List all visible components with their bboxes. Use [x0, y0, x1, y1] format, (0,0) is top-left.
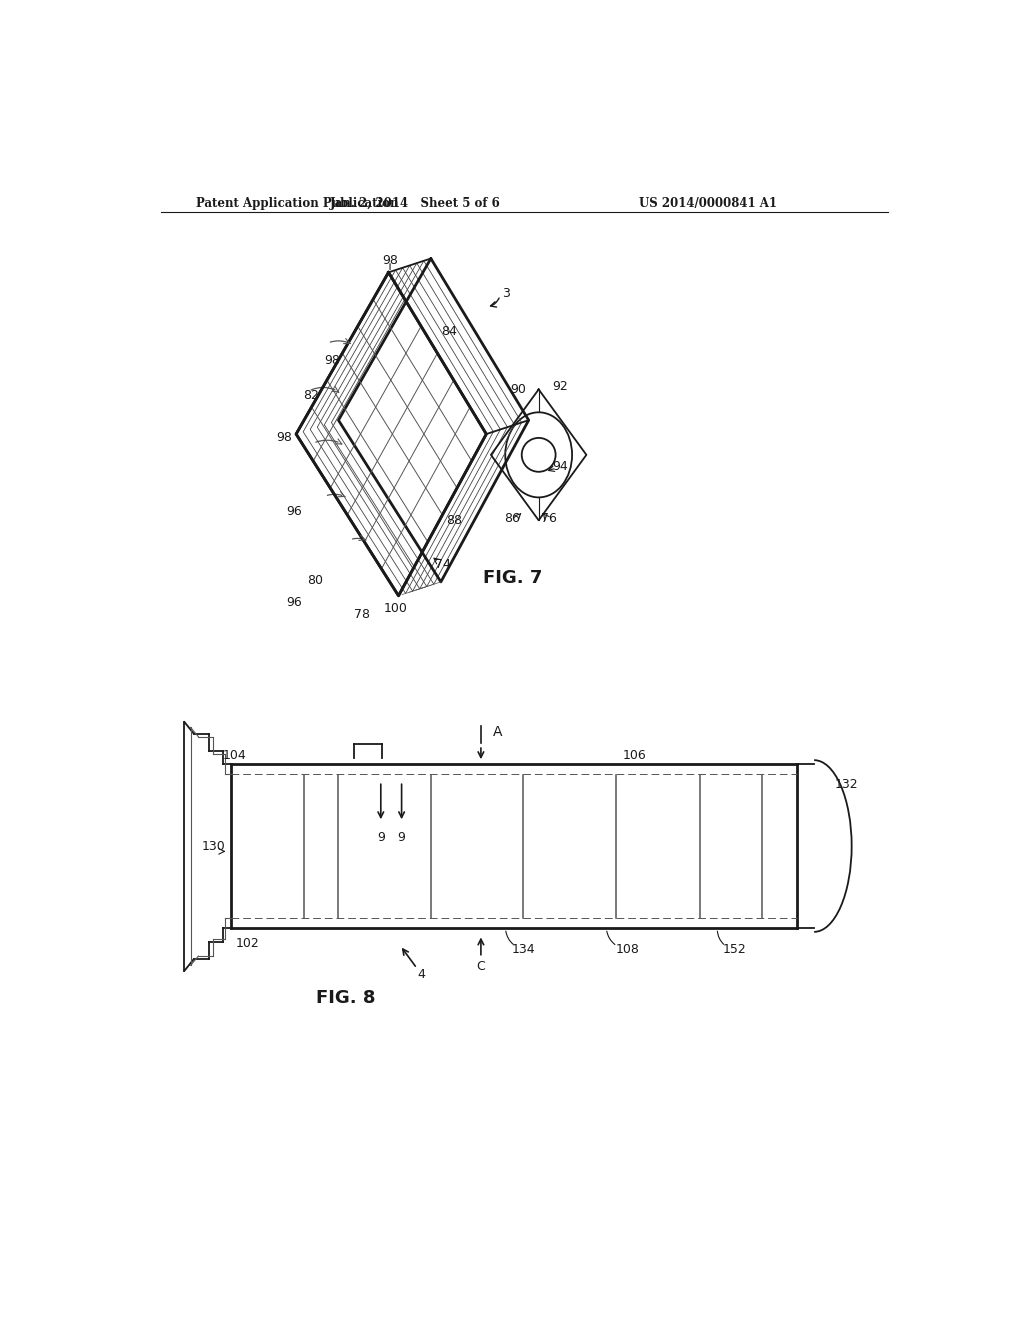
Text: 96: 96 — [287, 504, 302, 517]
Text: 9: 9 — [397, 832, 406, 843]
Text: 134: 134 — [511, 944, 536, 957]
Text: Jan. 2, 2014   Sheet 5 of 6: Jan. 2, 2014 Sheet 5 of 6 — [330, 197, 501, 210]
Text: US 2014/0000841 A1: US 2014/0000841 A1 — [639, 197, 777, 210]
Text: 98: 98 — [382, 253, 398, 267]
Text: 130: 130 — [202, 840, 225, 853]
Text: 82: 82 — [303, 389, 319, 403]
Text: 94: 94 — [552, 459, 568, 473]
Text: 106: 106 — [623, 748, 647, 762]
Text: Patent Application Publication: Patent Application Publication — [196, 197, 398, 210]
Text: 152: 152 — [723, 944, 746, 957]
Text: 90: 90 — [510, 383, 525, 396]
Text: 76: 76 — [541, 512, 557, 525]
Text: 4: 4 — [418, 968, 426, 981]
Text: 108: 108 — [615, 944, 639, 957]
Text: 98: 98 — [276, 432, 293, 445]
Text: 78: 78 — [353, 607, 370, 620]
Text: 3: 3 — [502, 286, 510, 300]
Text: 100: 100 — [384, 602, 408, 615]
Text: 86: 86 — [505, 512, 520, 525]
Text: 104: 104 — [222, 748, 247, 762]
Text: 9: 9 — [377, 832, 385, 843]
Text: 84: 84 — [440, 325, 457, 338]
Text: C: C — [476, 961, 485, 973]
Text: A: A — [493, 725, 502, 739]
Text: 98: 98 — [325, 354, 340, 367]
Text: FIG. 8: FIG. 8 — [316, 989, 376, 1007]
Text: 92: 92 — [552, 380, 568, 393]
Text: 96: 96 — [287, 597, 302, 610]
Text: FIG. 7: FIG. 7 — [482, 569, 542, 587]
Text: 132: 132 — [835, 777, 858, 791]
Text: 102: 102 — [236, 937, 259, 950]
Text: 74: 74 — [435, 558, 452, 572]
Text: 80: 80 — [307, 574, 324, 587]
Text: 88: 88 — [446, 513, 462, 527]
